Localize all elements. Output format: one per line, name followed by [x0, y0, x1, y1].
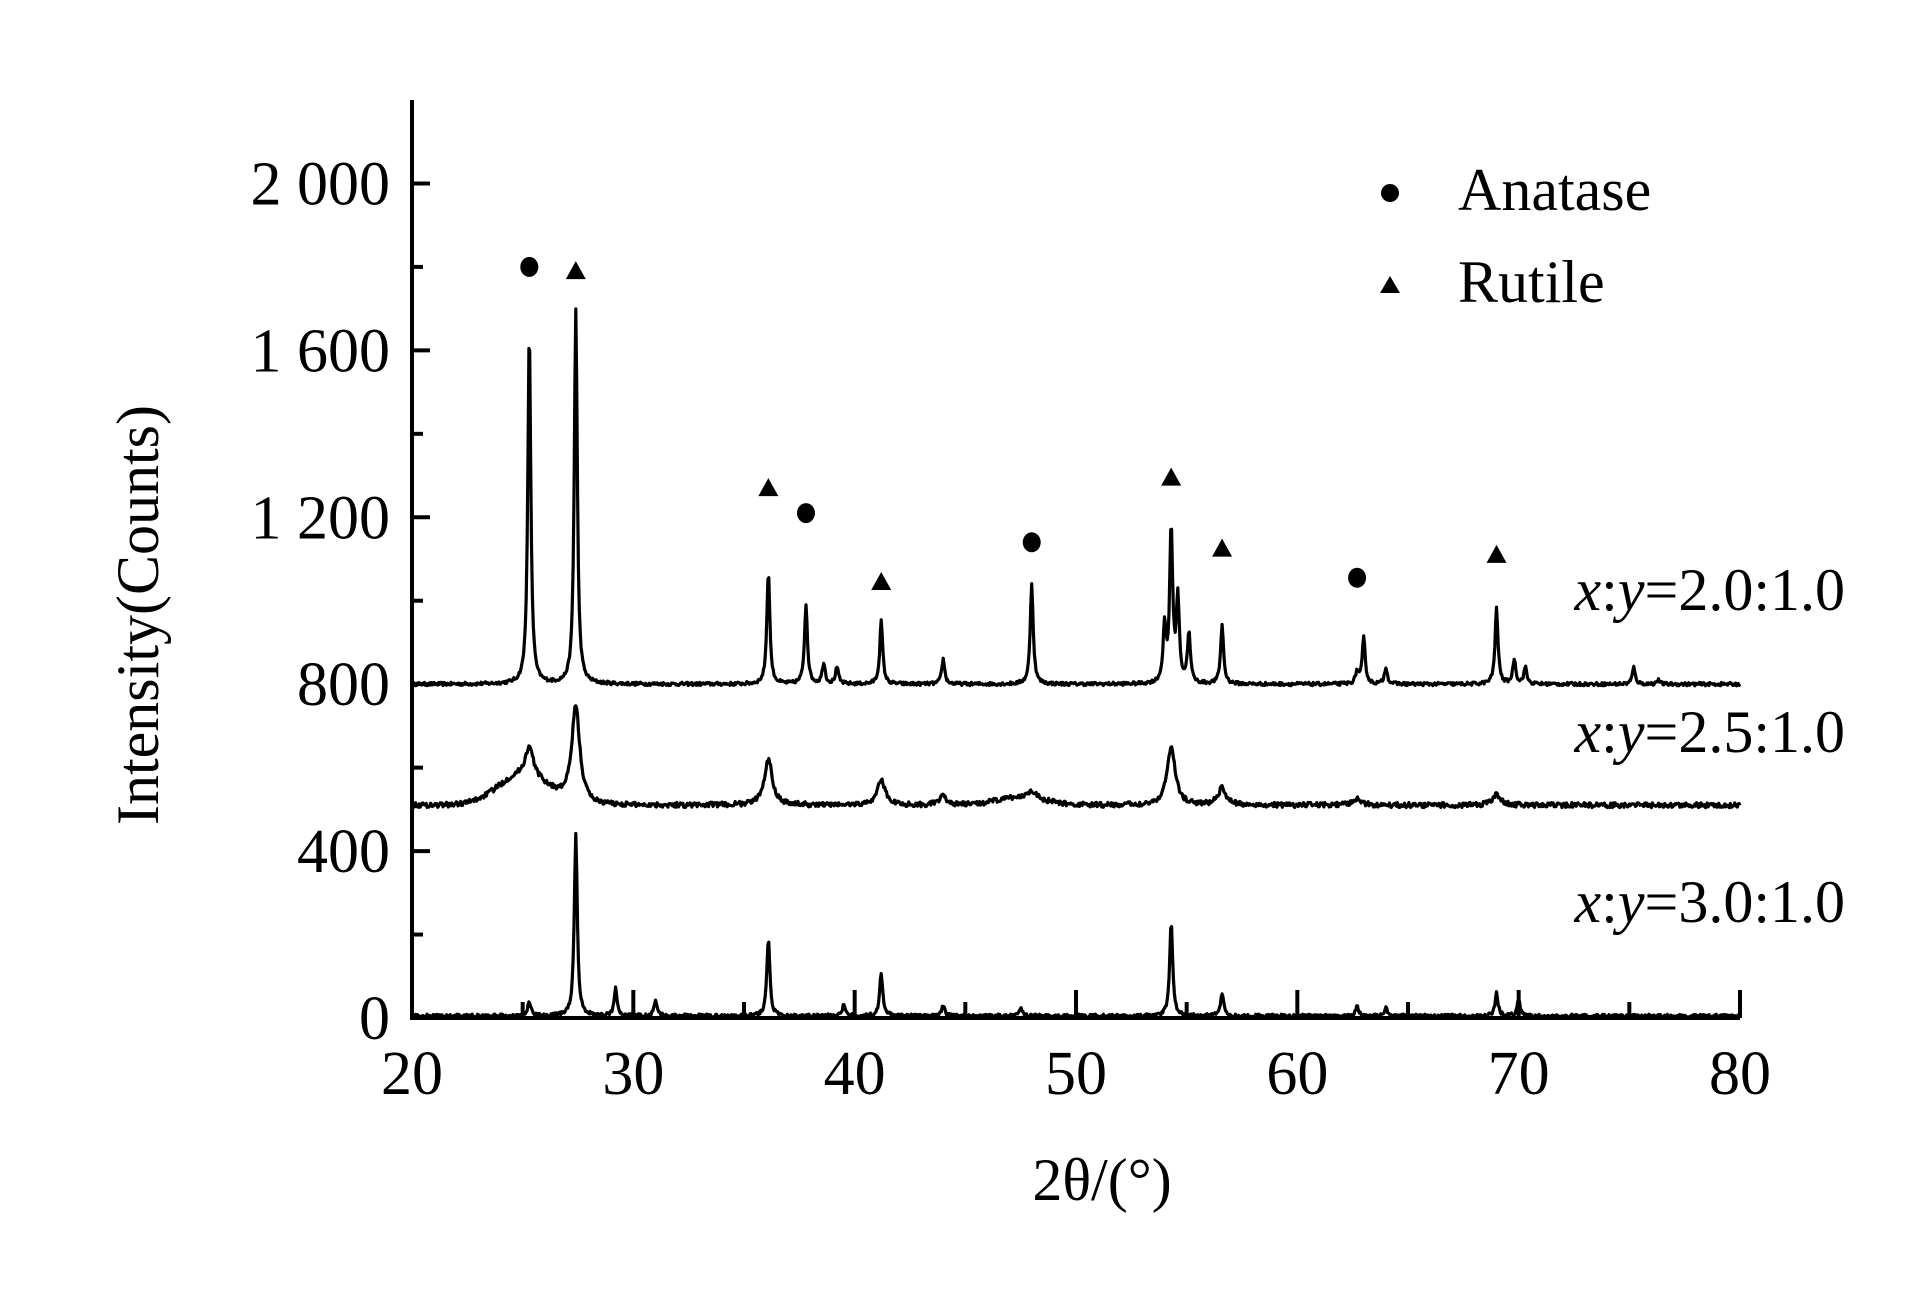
series-trace	[411, 831, 1741, 1020]
x-tick-label: 70	[1488, 1040, 1550, 1108]
y-tick-label: 400	[297, 818, 390, 886]
anatase-marker	[1348, 567, 1367, 588]
rutile-marker	[1212, 538, 1233, 557]
series-trace	[410, 307, 1742, 688]
series-labels: x:y=2.0:1.0 x:y=2.5:1.0 x:y=3.0:1.0	[1574, 557, 1845, 935]
y-tick-label: 1 600	[251, 317, 391, 385]
series-label: x:y=2.0:1.0	[1574, 557, 1845, 623]
x-tick-label: 40	[824, 1040, 886, 1108]
y-tick-label: 0	[359, 985, 390, 1053]
phase-markers	[520, 256, 1507, 590]
ticks: 0 400 800 1 200 1 600 2 000 20 30 40 50 60 70 80	[251, 150, 1772, 1108]
axes	[410, 100, 1740, 1020]
rutile-marker	[1161, 467, 1182, 486]
series-trace	[411, 704, 1742, 810]
y-tick-label: 2 000	[251, 150, 391, 218]
series-label: x:y=2.5:1.0	[1574, 699, 1845, 765]
traces	[410, 307, 1742, 1020]
x-tick-label: 80	[1709, 1040, 1771, 1108]
anatase-marker	[520, 256, 539, 277]
legend-anatase-marker	[1381, 184, 1399, 202]
anatase-marker	[1022, 532, 1041, 553]
x-tick-label: 60	[1266, 1040, 1328, 1108]
legend-rutile-label: Rutile	[1458, 249, 1605, 315]
legend-anatase-label: Anatase	[1458, 157, 1651, 223]
x-tick-label: 30	[602, 1040, 664, 1108]
anatase-marker	[796, 503, 815, 524]
series-label: x:y=3.0:1.0	[1574, 869, 1845, 935]
legend-rutile-marker	[1380, 276, 1400, 293]
rutile-marker	[1486, 544, 1507, 563]
y-tick-label: 1 200	[251, 484, 391, 552]
y-axis-title: Intensity(Counts)	[105, 405, 171, 825]
legend: Anatase Rutile	[1380, 157, 1651, 315]
rutile-marker	[871, 571, 892, 590]
x-tick-label: 20	[381, 1040, 443, 1108]
rutile-marker	[758, 478, 779, 497]
y-tick-label: 800	[297, 651, 390, 719]
x-tick-label: 50	[1045, 1040, 1107, 1108]
x-axis-title: 2θ/(°)	[1032, 1147, 1171, 1213]
rutile-marker	[565, 261, 586, 280]
